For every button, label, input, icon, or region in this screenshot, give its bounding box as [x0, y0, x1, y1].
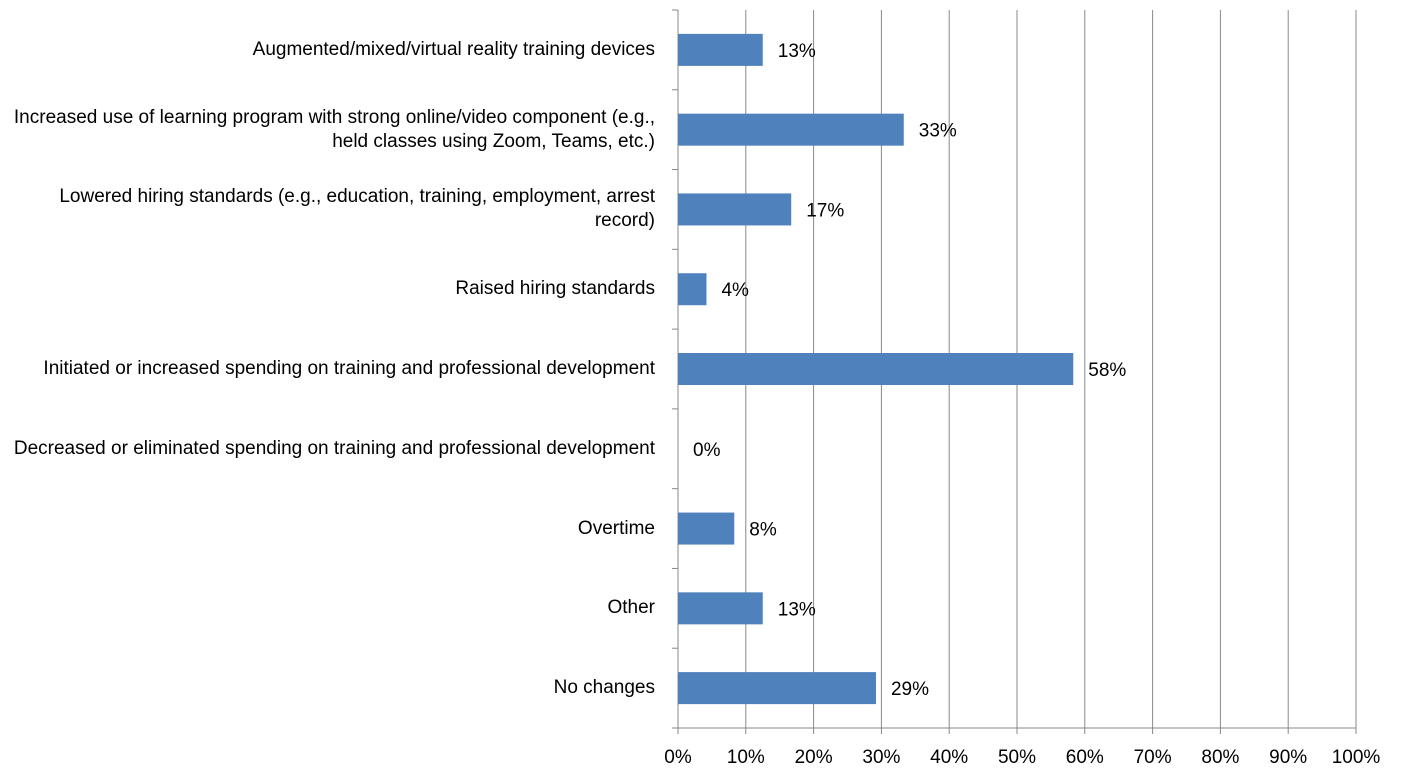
value-label: 13%	[778, 41, 816, 62]
x-tick-label: 90%	[1269, 747, 1307, 768]
bar	[678, 113, 904, 146]
category-label: No changes	[553, 677, 655, 699]
bar	[678, 672, 876, 705]
bar	[678, 33, 763, 66]
value-label: 58%	[1088, 360, 1126, 381]
x-tick-label: 80%	[1201, 747, 1239, 768]
category-label: Overtime	[577, 517, 655, 539]
category-label: Increased use of learning program with s…	[13, 106, 655, 152]
x-tick-label: 10%	[727, 747, 765, 768]
x-tick-label: 40%	[930, 747, 968, 768]
value-label: 33%	[919, 121, 957, 142]
bar	[678, 592, 763, 625]
bar	[678, 512, 735, 545]
category-label: Augmented/mixed/virtual reality training…	[252, 38, 655, 60]
x-tick-label: 60%	[1066, 747, 1104, 768]
x-tick-label: 70%	[1134, 747, 1172, 768]
value-label: 0%	[693, 440, 721, 461]
value-label: 29%	[891, 679, 929, 700]
value-label: 17%	[806, 200, 844, 221]
category-label: Other	[607, 597, 655, 619]
x-tick-label: 0%	[664, 747, 692, 768]
x-tick-label: 100%	[1332, 747, 1381, 768]
category-label: Lowered hiring standards (e.g., educatio…	[59, 186, 655, 232]
x-tick-label: 30%	[862, 747, 900, 768]
value-label: 4%	[721, 280, 749, 301]
category-label: Initiated or increased spending on train…	[43, 357, 655, 379]
category-label: Raised hiring standards	[455, 278, 655, 300]
value-label: 13%	[778, 599, 816, 620]
bar	[678, 353, 1074, 385]
bar	[678, 273, 707, 306]
x-tick-label: 50%	[998, 747, 1036, 768]
category-label: Decreased or eliminated spending on trai…	[13, 437, 655, 459]
value-label: 8%	[749, 520, 777, 541]
x-tick-label: 20%	[795, 747, 833, 768]
bar	[678, 193, 792, 226]
